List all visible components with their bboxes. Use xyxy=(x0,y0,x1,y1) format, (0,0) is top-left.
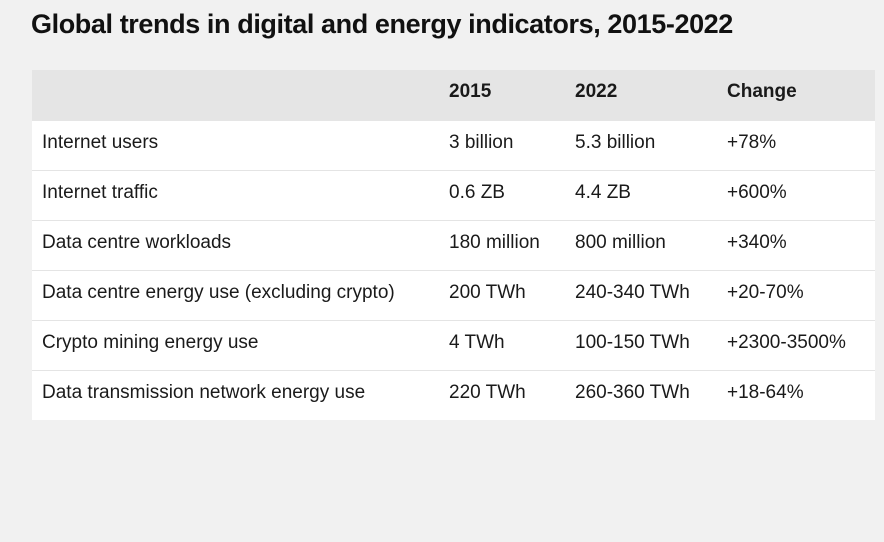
indicators-table: 2015 2022 Change Internet users 3 billio… xyxy=(32,70,875,420)
cell-indicator: Internet users xyxy=(42,132,159,153)
cell-2015: 220 TWh xyxy=(439,370,565,420)
header-indicator xyxy=(32,70,439,121)
cell-change: +78% xyxy=(727,132,777,153)
cell-2022: 100-150 TWh xyxy=(565,320,717,371)
table-row: Internet users 3 billion 5.3 billion +78… xyxy=(32,121,875,171)
table-row: Crypto mining energy use 4 TWh 100-150 T… xyxy=(32,320,875,371)
cell-indicator: Data centre workloads xyxy=(32,220,439,271)
cell-change: +600% xyxy=(717,170,875,221)
cell-2015: 0.6 ZB xyxy=(439,170,565,221)
table-row: Data centre energy use (excluding crypto… xyxy=(32,270,875,321)
cell-change: +2300-3500% xyxy=(717,320,875,371)
cell-2022: 4.4 ZB xyxy=(565,170,717,221)
table-header-row: 2015 2022 Change xyxy=(32,70,875,121)
cell-2022: 260-360 TWh xyxy=(565,370,717,420)
header-change: Change xyxy=(727,81,797,102)
cell-change: +18-64% xyxy=(717,370,875,420)
page-title: Global trends in digital and energy indi… xyxy=(31,9,733,39)
table-row: Internet traffic 0.6 ZB 4.4 ZB +600% xyxy=(32,170,875,221)
cell-2015: 200 TWh xyxy=(439,270,565,321)
header-2022: 2022 xyxy=(575,81,618,102)
cell-change: +20-70% xyxy=(717,270,875,321)
cell-2015: 3 billion xyxy=(449,132,514,153)
cell-2022: 800 million xyxy=(565,220,717,271)
cell-2022: 5.3 billion xyxy=(575,132,656,153)
cell-indicator: Crypto mining energy use xyxy=(32,320,439,371)
indicators-table-container: 2015 2022 Change Internet users 3 billio… xyxy=(32,70,875,420)
header-2015: 2015 xyxy=(449,81,492,102)
cell-2022: 240-340 TWh xyxy=(565,270,717,321)
cell-2015: 180 million xyxy=(439,220,565,271)
cell-2015: 4 TWh xyxy=(439,320,565,371)
table-row: Data transmission network energy use 220… xyxy=(32,370,875,420)
cell-change: +340% xyxy=(717,220,875,271)
cell-indicator: Data centre energy use (excluding crypto… xyxy=(32,270,439,321)
cell-indicator: Internet traffic xyxy=(32,170,439,221)
cell-indicator: Data transmission network energy use xyxy=(32,370,439,420)
table-row: Data centre workloads 180 million 800 mi… xyxy=(32,220,875,271)
